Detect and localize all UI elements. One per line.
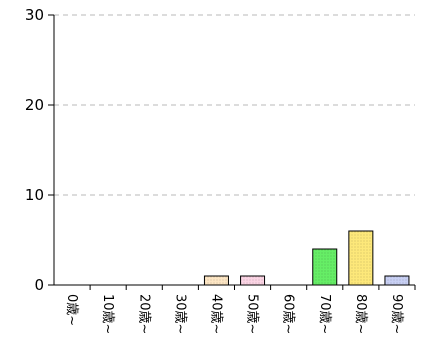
x-tick-label: 90歳~	[389, 294, 404, 334]
y-tick-label: 0	[34, 276, 44, 294]
x-tick-label: 10歳~	[100, 294, 115, 334]
bar-texture	[240, 276, 265, 285]
bar-texture	[348, 231, 373, 285]
x-tick-label: 70歳~	[317, 294, 332, 334]
x-tick-label: 80歳~	[353, 294, 368, 334]
x-tick-label: 50歳~	[245, 294, 260, 334]
y-tick-label: 30	[25, 6, 44, 24]
x-tick-label: 20歳~	[136, 294, 151, 334]
x-tick-label: 60歳~	[281, 294, 296, 334]
y-tick-label: 10	[25, 186, 44, 204]
x-tick-label: 40歳~	[208, 294, 223, 334]
y-tick-label: 20	[25, 96, 44, 114]
bar-texture	[384, 276, 409, 285]
x-tick-label: 30歳~	[172, 294, 187, 334]
bar-texture	[312, 249, 337, 285]
x-tick-label: 0歳~	[64, 294, 79, 326]
bar-texture	[204, 276, 229, 285]
